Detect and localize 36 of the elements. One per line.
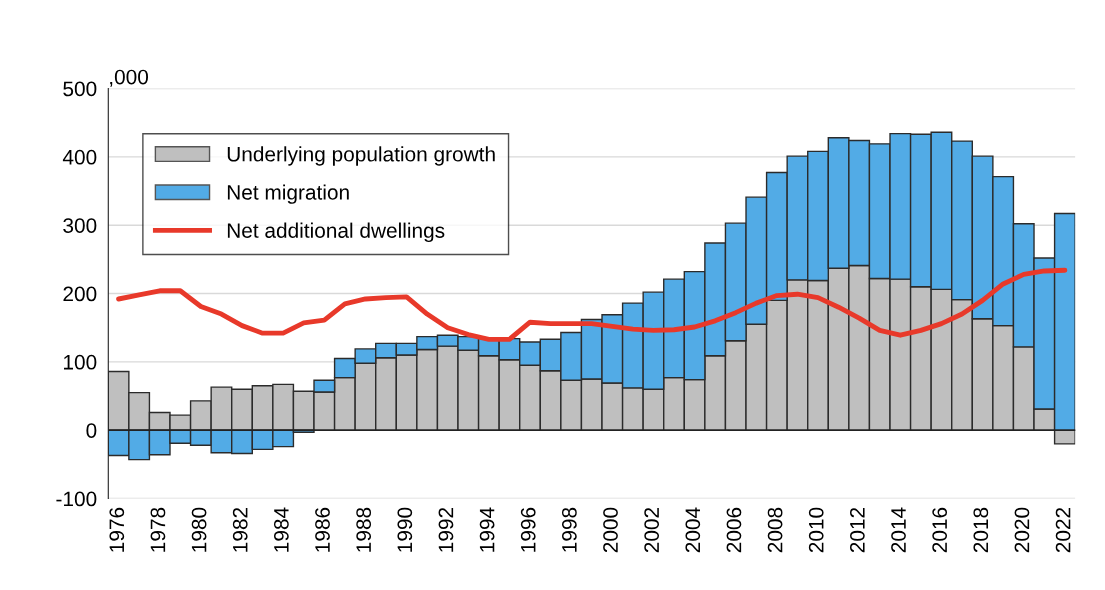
y-tick-label: 500	[63, 81, 97, 97]
x-tick-label: 2020	[1014, 507, 1030, 553]
x-tick-label: 2006	[726, 507, 742, 553]
x-tick-label: 1984	[273, 507, 289, 552]
x-tick-label: 1986	[315, 507, 330, 552]
y-tick-label: 300	[63, 218, 97, 233]
x-tick-label: 1992	[438, 507, 454, 552]
y-tick-label: 400	[62, 149, 97, 165]
x-tick-label: 2000	[603, 507, 618, 553]
line-series	[116, 267, 1068, 342]
x-tick-label: 2002	[644, 507, 660, 553]
x-tick-label: 1976	[109, 507, 125, 552]
x-tick-label: 1996	[520, 507, 536, 552]
y-tick-label: 200	[63, 286, 97, 302]
x-tick-label: 1980	[191, 507, 207, 552]
x-tick-label: 2016	[932, 507, 948, 553]
legend-label: Underlying population growth	[227, 146, 495, 166]
x-tick-label: 1994	[479, 507, 495, 552]
x-tick-label: 2018	[973, 507, 989, 553]
legend-label: Net additional dwellings	[227, 222, 445, 243]
x-tick-label: 2014	[891, 507, 906, 553]
x-tick-label: 1998	[562, 507, 577, 552]
x-tick-label: 1988	[356, 507, 372, 552]
x-tick-label: 1978	[150, 507, 166, 552]
x-tick-label: 2008	[767, 507, 783, 553]
x-tick-label: 1982	[232, 507, 248, 552]
x-tick-label: 2004	[685, 507, 701, 553]
y-tick-label: 0	[86, 423, 97, 438]
y-axis-title: ,000	[110, 69, 149, 87]
x-tick-label: 2010	[808, 507, 824, 553]
y-tick-label: 100	[64, 354, 97, 370]
x-tick-label: 2012	[850, 507, 865, 553]
y-tick-label: -100	[56, 491, 97, 507]
x-tick-label: 1990	[397, 507, 413, 552]
x-tick-label: 2022	[1055, 507, 1071, 553]
legend-label: Net migration	[227, 184, 349, 204]
